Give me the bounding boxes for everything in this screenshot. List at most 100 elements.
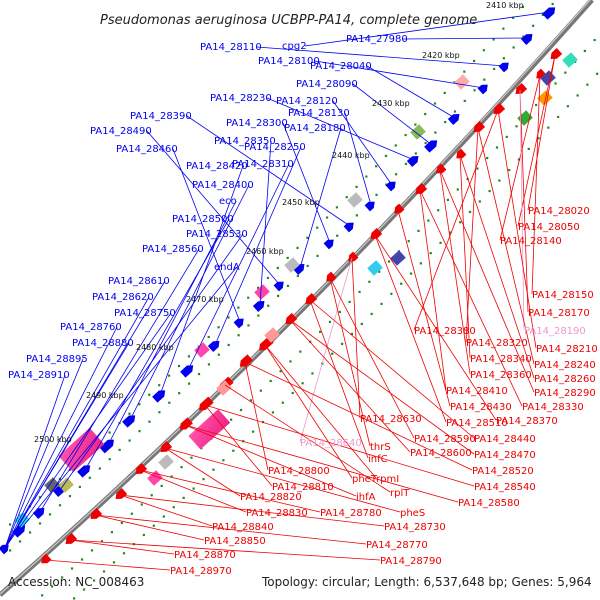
- reverse-leader-10: [459, 154, 471, 359]
- forward-label-17: PA14_28420: [186, 161, 248, 172]
- tick-dot: [40, 594, 44, 597]
- feature-tracks: [0, 7, 578, 564]
- tick-dot: [8, 523, 12, 526]
- rrna-block-1: [58, 427, 105, 473]
- tick-dot: [50, 585, 54, 588]
- forward-label-18: PA14_28400: [192, 180, 254, 191]
- feature-block-11: [58, 477, 74, 493]
- tick-dot: [122, 552, 126, 555]
- tick-dot: [296, 246, 299, 249]
- forward-label-23: endA: [214, 262, 240, 273]
- tick-dot: [387, 260, 391, 263]
- forward-label-7: PA14_28120: [276, 96, 338, 107]
- reverse-leader-12: [439, 169, 471, 375]
- forward-label-15: PA14_28250: [244, 142, 306, 153]
- tick-dot: [437, 209, 440, 212]
- tick-dot: [345, 196, 348, 199]
- tick-dot: [82, 588, 86, 591]
- reverse-leader-28: [264, 344, 377, 479]
- tick-dot: [433, 102, 437, 105]
- reverse-label-5: PA14_28190: [524, 326, 586, 337]
- tick-dot: [512, 16, 515, 19]
- reverse-gene-6: [436, 163, 447, 174]
- tick-dot: [257, 314, 260, 317]
- reverse-leader-29: [244, 361, 473, 471]
- tick-dot: [306, 264, 309, 268]
- tick-dot: [486, 156, 489, 160]
- tick-dot: [88, 476, 91, 479]
- scale-mark-6: 2470 kbp: [186, 295, 224, 304]
- tick-dot: [488, 189, 491, 193]
- reverse-leader-33: [204, 404, 273, 487]
- reverse-leader-11: [459, 154, 535, 379]
- forward-leader-22: [39, 248, 200, 513]
- tick-dot: [28, 531, 32, 534]
- reverse-gene-23: [65, 533, 78, 545]
- tick-dot: [60, 576, 64, 579]
- reverse-label-41: PA14_28840: [212, 522, 274, 533]
- tick-dot: [512, 46, 515, 49]
- tick-dot: [316, 226, 319, 229]
- forward-gene-14: [233, 318, 244, 329]
- tick-dot: [38, 496, 42, 499]
- tick-dot: [495, 146, 499, 149]
- feature-block-12: [44, 477, 60, 493]
- tick-dot: [385, 183, 388, 186]
- forward-label-24: PA14_28610: [108, 276, 170, 287]
- forward-label-16: PA14_28310: [232, 159, 294, 170]
- reverse-label-19: PA14_28630: [360, 414, 422, 425]
- tick-dot: [128, 439, 131, 442]
- tick-dot: [217, 353, 220, 356]
- forward-leader-30: [4, 374, 66, 549]
- forward-gene-2-shape: [498, 62, 509, 73]
- tick-dot: [108, 458, 111, 461]
- tick-dot: [414, 123, 417, 126]
- tick-dot: [158, 411, 161, 414]
- forward-gene-12-shape: [273, 281, 284, 292]
- forward-label-20: PA14_28500: [172, 214, 234, 225]
- tick-dot: [348, 300, 351, 304]
- forward-gene-9-shape: [343, 222, 354, 233]
- tick-dot: [92, 579, 96, 582]
- forward-gene-23-shape: [12, 525, 26, 538]
- forward-gene-23: [12, 525, 26, 538]
- forward-gene-10-shape: [323, 239, 334, 250]
- forward-gene-24-shape: [0, 544, 9, 555]
- forward-leader-23: [19, 266, 238, 531]
- reverse-gene-24: [41, 553, 52, 564]
- tick-dot: [394, 144, 397, 147]
- forward-gene-16: [180, 365, 194, 378]
- reverse-label-15: PA14_28330: [522, 402, 584, 413]
- tick-dot: [355, 185, 358, 188]
- forward-leader-7: [332, 100, 393, 186]
- tick-dot: [212, 468, 215, 471]
- tick-dot: [286, 284, 290, 288]
- reverse-gene-10-shape: [348, 251, 359, 262]
- tick-dot: [148, 393, 151, 396]
- tick-dot: [341, 342, 344, 345]
- reverse-label-46: PA14_28970: [170, 566, 232, 577]
- reverse-leader-18: [374, 234, 447, 423]
- label-leader-lines: [4, 11, 556, 571]
- reverse-gene-8: [394, 203, 405, 214]
- reverse-label-36: PA14_28820: [240, 492, 302, 503]
- tick-dot: [8, 549, 12, 552]
- reverse-leader-40: [119, 494, 385, 527]
- reverse-label-34: ihfA: [356, 492, 376, 503]
- feature-block-7: [194, 342, 210, 358]
- tick-dot: [515, 125, 518, 128]
- reverse-leader-8: [465, 127, 479, 343]
- tick-dot: [370, 312, 373, 316]
- reverse-leader-34: [184, 424, 357, 497]
- tick-dot: [593, 38, 596, 42]
- forward-leader-5: [352, 83, 433, 146]
- reverse-gene-2: [515, 83, 528, 95]
- forward-leader-25: [4, 296, 150, 549]
- tick-dot: [70, 567, 74, 570]
- forward-label-2: PA14_28110: [200, 42, 262, 53]
- map-title: Pseudomonas aeruginosa UCBPP-PA14, compl…: [100, 13, 477, 28]
- reverse-label-28: rpmI: [376, 474, 399, 485]
- reverse-label-3: PA14_28150: [532, 290, 594, 301]
- tick-dot: [583, 49, 586, 53]
